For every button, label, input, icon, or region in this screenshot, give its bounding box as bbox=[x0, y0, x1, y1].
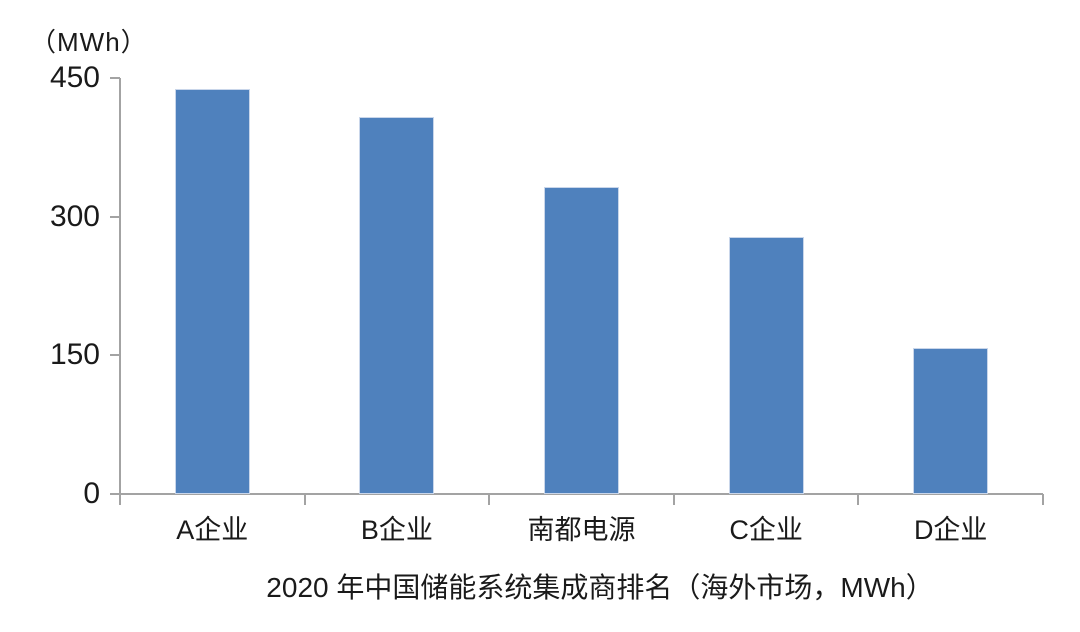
x-axis-category-label: A企业 bbox=[176, 515, 249, 545]
y-axis-tick-label: 0 bbox=[83, 477, 100, 510]
x-axis-tick bbox=[1042, 494, 1044, 505]
y-axis-tick-label: 300 bbox=[49, 199, 100, 233]
bar-B企业 bbox=[359, 116, 435, 494]
bar-A企业 bbox=[174, 89, 250, 494]
x-axis-category-label: D企业 bbox=[913, 515, 988, 545]
x-axis-category-label: C企业 bbox=[729, 515, 803, 545]
x-axis-tick bbox=[303, 494, 306, 505]
x-axis-tick bbox=[672, 494, 675, 505]
bar-D企业 bbox=[913, 347, 989, 494]
y-axis-tick bbox=[110, 77, 120, 79]
y-axis-tick bbox=[110, 215, 120, 218]
x-axis-category-label: 南都电源 bbox=[527, 515, 636, 545]
bar-C企业 bbox=[728, 237, 804, 494]
y-axis-tick bbox=[110, 354, 120, 357]
x-axis-tick bbox=[857, 494, 860, 505]
bar-南都电源 bbox=[544, 187, 619, 494]
chart-title: 2020 年中国储能系统集成商排名（海外市场，MWh） bbox=[266, 572, 934, 603]
y-axis-line bbox=[119, 78, 121, 494]
x-axis-category-label: B企业 bbox=[360, 515, 433, 545]
y-axis-tick-label: 450 bbox=[49, 61, 100, 94]
x-axis-tick bbox=[488, 494, 491, 505]
y-axis-unit-label: （MWh） bbox=[30, 27, 148, 57]
x-axis-tick bbox=[119, 494, 121, 505]
y-axis-tick-label: 150 bbox=[49, 338, 100, 372]
x-axis-line bbox=[110, 493, 1043, 495]
